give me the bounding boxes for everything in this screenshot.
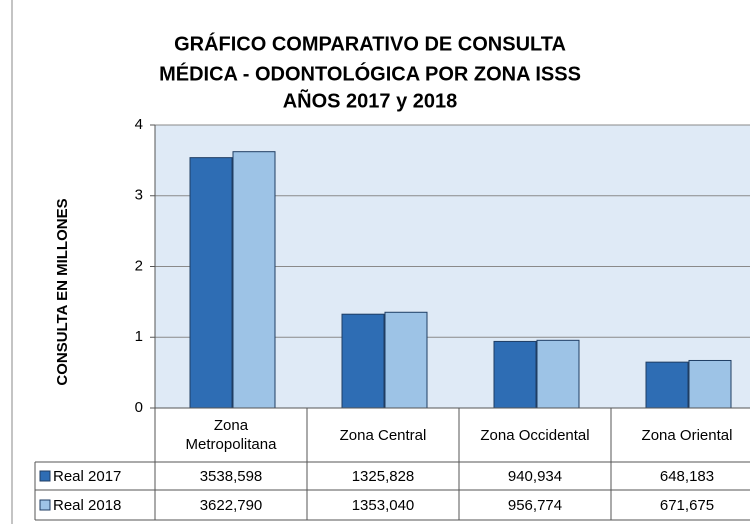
table-value-cell: 671,675 bbox=[611, 490, 750, 520]
chart-title: AÑOS 2017 y 2018 bbox=[283, 89, 458, 112]
table-value-box: 1325,828 bbox=[307, 462, 459, 490]
table-value: 1353,040 bbox=[351, 496, 415, 514]
x-tick-label-cell: Zona Central bbox=[307, 408, 459, 462]
table-value-box: 3538,598 bbox=[155, 462, 307, 490]
x-tick-label: Zona Central bbox=[339, 426, 427, 444]
x-tick-label-cell: Zona Oriental bbox=[611, 408, 750, 462]
table-value: 3538,598 bbox=[199, 467, 263, 485]
x-tick-label-cell: Zona Occidental bbox=[459, 408, 611, 462]
chart-title: MÉDICA - ODONTOLÓGICA POR ZONA ISSS bbox=[159, 61, 581, 85]
bar bbox=[645, 361, 689, 409]
table-value-cell: 3622,790 bbox=[155, 490, 307, 520]
table-value-cell: 940,934 bbox=[459, 462, 611, 490]
x-tick-label: Zona Occidental bbox=[480, 426, 590, 444]
y-tick-label: 4 bbox=[135, 116, 143, 133]
legend-label: Real 2018 bbox=[53, 497, 121, 514]
x-tick-label-box: Zona Occidental bbox=[459, 408, 611, 462]
table-value-cell: 956,774 bbox=[459, 490, 611, 520]
x-tick-label: Zona Oriental bbox=[641, 426, 733, 444]
x-tick-label-cell: Zona Metropolitana bbox=[155, 408, 307, 462]
bar bbox=[688, 359, 732, 409]
table-value-box: 956,774 bbox=[459, 490, 611, 520]
table-value-box: 3622,790 bbox=[155, 490, 307, 520]
x-tick-label-box: Zona Metropolitana bbox=[155, 408, 307, 462]
table-value: 671,675 bbox=[659, 496, 715, 514]
legend-swatch bbox=[39, 470, 51, 482]
legend-label: Real 2017 bbox=[53, 468, 121, 485]
x-tick-label-box: Zona Central bbox=[307, 408, 459, 462]
table-value-cell: 1353,040 bbox=[307, 490, 459, 520]
table-value-cell: 3538,598 bbox=[155, 462, 307, 490]
table-value-box: 648,183 bbox=[611, 462, 750, 490]
y-tick-label: 0 bbox=[135, 399, 143, 416]
chart-title: GRÁFICO COMPARATIVO DE CONSULTA bbox=[174, 32, 566, 55]
y-axis-label: CONSULTA EN MILLONES bbox=[54, 198, 71, 385]
bar bbox=[493, 340, 537, 409]
table-value-box: 940,934 bbox=[459, 462, 611, 490]
y-tick-label: 1 bbox=[135, 328, 143, 345]
table-value-cell: 1325,828 bbox=[307, 462, 459, 490]
table-value: 648,183 bbox=[659, 467, 715, 485]
bar bbox=[341, 313, 385, 409]
bar bbox=[189, 157, 233, 409]
bar bbox=[232, 151, 276, 409]
table-value-box: 1353,040 bbox=[307, 490, 459, 520]
table-value-box: 671,675 bbox=[611, 490, 750, 520]
x-tick-label: Zona Metropolitana bbox=[185, 417, 277, 453]
table-value: 956,774 bbox=[507, 496, 563, 514]
table-value: 1325,828 bbox=[351, 467, 415, 485]
x-tick-label-box: Zona Oriental bbox=[611, 408, 750, 462]
y-tick-label: 3 bbox=[135, 187, 143, 204]
table-value: 940,934 bbox=[507, 467, 563, 485]
bar bbox=[384, 311, 428, 409]
table-value: 3622,790 bbox=[199, 496, 263, 514]
legend-swatch bbox=[39, 499, 51, 511]
table-value-cell: 648,183 bbox=[611, 462, 750, 490]
y-tick-label: 2 bbox=[135, 257, 143, 274]
bar bbox=[536, 339, 580, 409]
